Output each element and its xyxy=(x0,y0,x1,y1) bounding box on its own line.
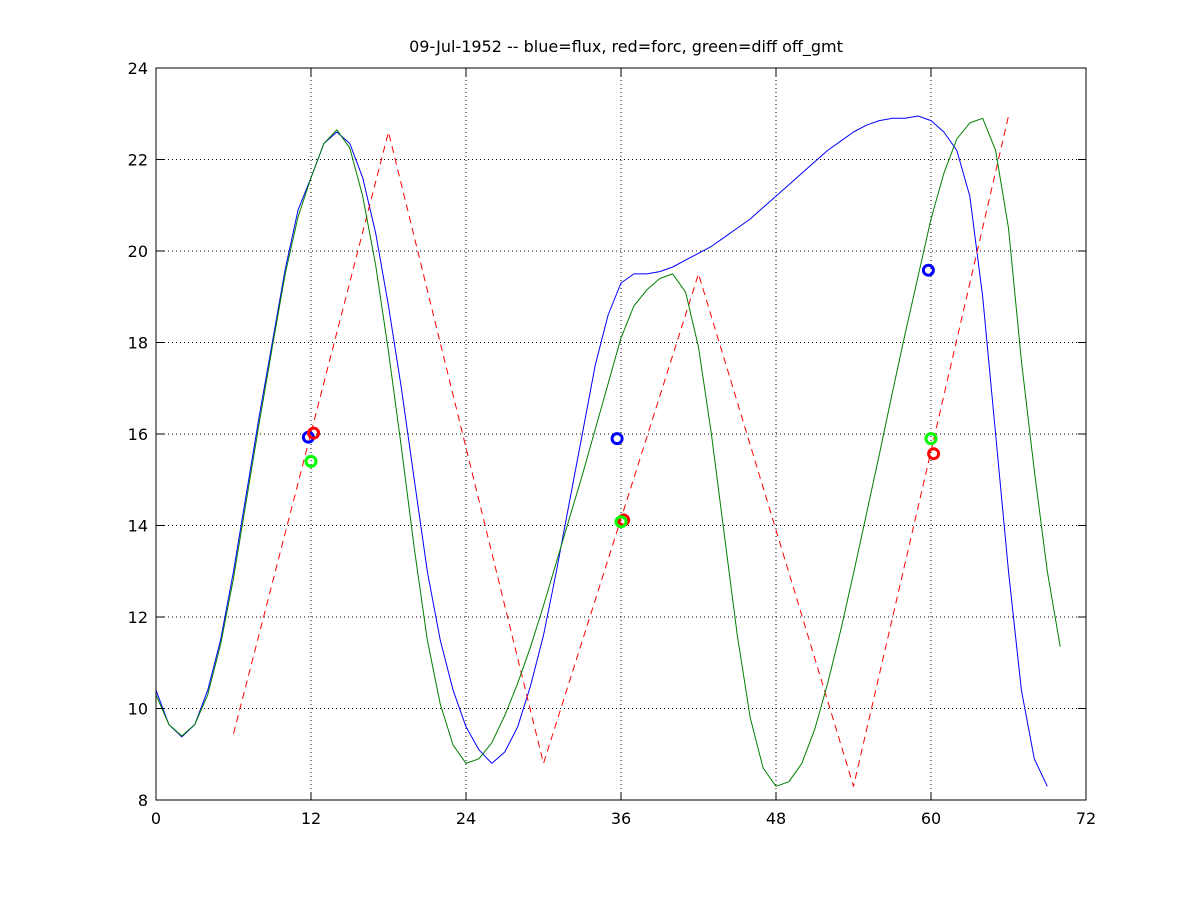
series-layer xyxy=(155,115,1061,787)
y-tick-label: 16 xyxy=(128,425,148,444)
chart-title: 09-Jul-1952 -- blue=flux, red=forc, gree… xyxy=(409,37,843,57)
marker-flux-point xyxy=(921,263,935,277)
series-flux-line xyxy=(155,115,1048,787)
ticks-layer: 0 12 24 36 48 60 72 8 10 12 14 16 18 20 22 24 xyxy=(128,59,1097,828)
marker-forc-point xyxy=(307,426,321,440)
y-tick-label: 14 xyxy=(128,517,148,536)
y-tick-label: 8 xyxy=(138,791,148,810)
series-forc-line xyxy=(233,115,1009,787)
x-tick-label: 48 xyxy=(766,809,786,828)
series-diff-line xyxy=(155,117,1061,787)
x-tick-label: 36 xyxy=(611,809,631,828)
y-tick-label: 10 xyxy=(128,700,148,719)
marker-diff-point xyxy=(924,432,938,446)
x-tick-label: 60 xyxy=(921,809,941,828)
y-tick-label: 12 xyxy=(128,608,148,627)
marker-flux-point xyxy=(610,432,624,446)
x-tick-label: 12 xyxy=(301,809,321,828)
markers-layer xyxy=(301,263,941,529)
y-tick-label: 24 xyxy=(128,59,148,78)
y-tick-label: 22 xyxy=(128,151,148,170)
x-tick-label: 72 xyxy=(1076,809,1096,828)
x-tick-label: 0 xyxy=(151,809,161,828)
x-tick-label: 24 xyxy=(456,809,476,828)
marker-diff-point xyxy=(614,515,628,529)
y-tick-label: 20 xyxy=(128,242,148,261)
marker-diff-point xyxy=(304,454,318,468)
y-tick-label: 18 xyxy=(128,334,148,353)
marker-forc-point xyxy=(927,447,941,461)
